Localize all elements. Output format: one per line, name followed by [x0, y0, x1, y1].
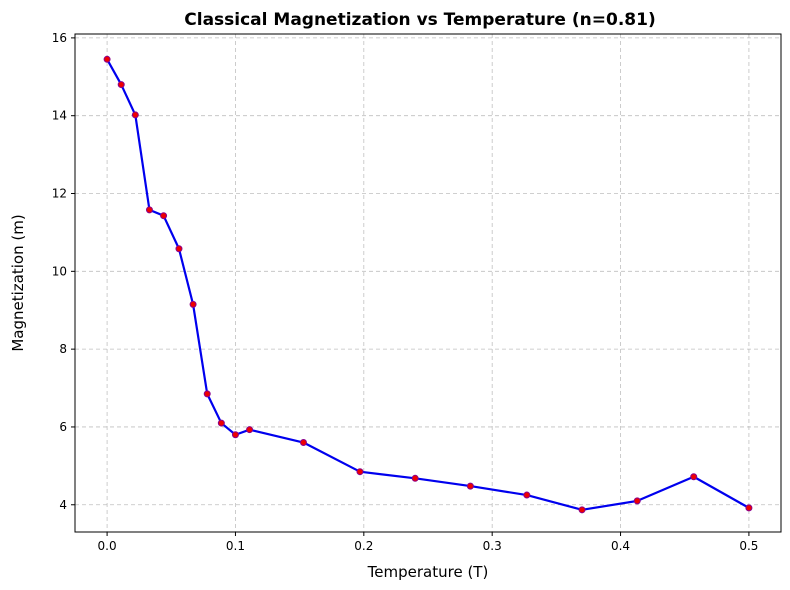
x-tick-label: 0.3 — [483, 539, 502, 553]
y-tick-label: 4 — [59, 498, 67, 512]
x-tick-label: 0.2 — [354, 539, 373, 553]
data-point — [246, 426, 254, 434]
data-point — [189, 300, 197, 308]
data-point — [466, 482, 474, 490]
y-tick-label: 8 — [59, 342, 67, 356]
data-point — [131, 111, 139, 119]
series-line — [106, 58, 750, 511]
data-point — [103, 55, 111, 63]
data-point — [217, 419, 225, 427]
x-tick-label: 0.0 — [98, 539, 117, 553]
y-tick-label: 14 — [52, 109, 67, 123]
data-point — [203, 390, 211, 398]
series-layer — [103, 55, 753, 514]
data-point — [299, 439, 307, 447]
data-point — [633, 497, 641, 505]
data-point — [175, 245, 183, 253]
x-tick-label: 0.1 — [226, 539, 245, 553]
y-tick-label: 10 — [52, 264, 67, 278]
data-point — [745, 504, 753, 512]
data-point — [231, 431, 239, 439]
y-tick-label: 12 — [52, 187, 67, 201]
x-tick-label: 0.5 — [739, 539, 758, 553]
chart-title: Classical Magnetization vs Temperature (… — [184, 10, 655, 30]
y-axis: 4 6 8 10 12 14 16 — [52, 31, 75, 512]
data-point — [523, 491, 531, 499]
y-tick-label: 16 — [52, 31, 67, 45]
data-point — [160, 212, 168, 220]
x-axis: 0.0 0.1 0.2 0.3 0.4 0.5 — [98, 532, 758, 553]
data-point — [117, 81, 125, 89]
data-point — [145, 206, 153, 214]
data-point — [690, 473, 698, 481]
data-point — [356, 468, 364, 476]
x-axis-label: Temperature (T) — [367, 563, 489, 581]
grid — [75, 34, 781, 532]
plot-frame — [74, 33, 782, 533]
y-tick-label: 6 — [59, 420, 67, 434]
x-tick-label: 0.4 — [611, 539, 630, 553]
data-point — [411, 474, 419, 482]
data-point — [578, 506, 586, 514]
y-axis-label: Magnetization (m) — [9, 214, 27, 351]
